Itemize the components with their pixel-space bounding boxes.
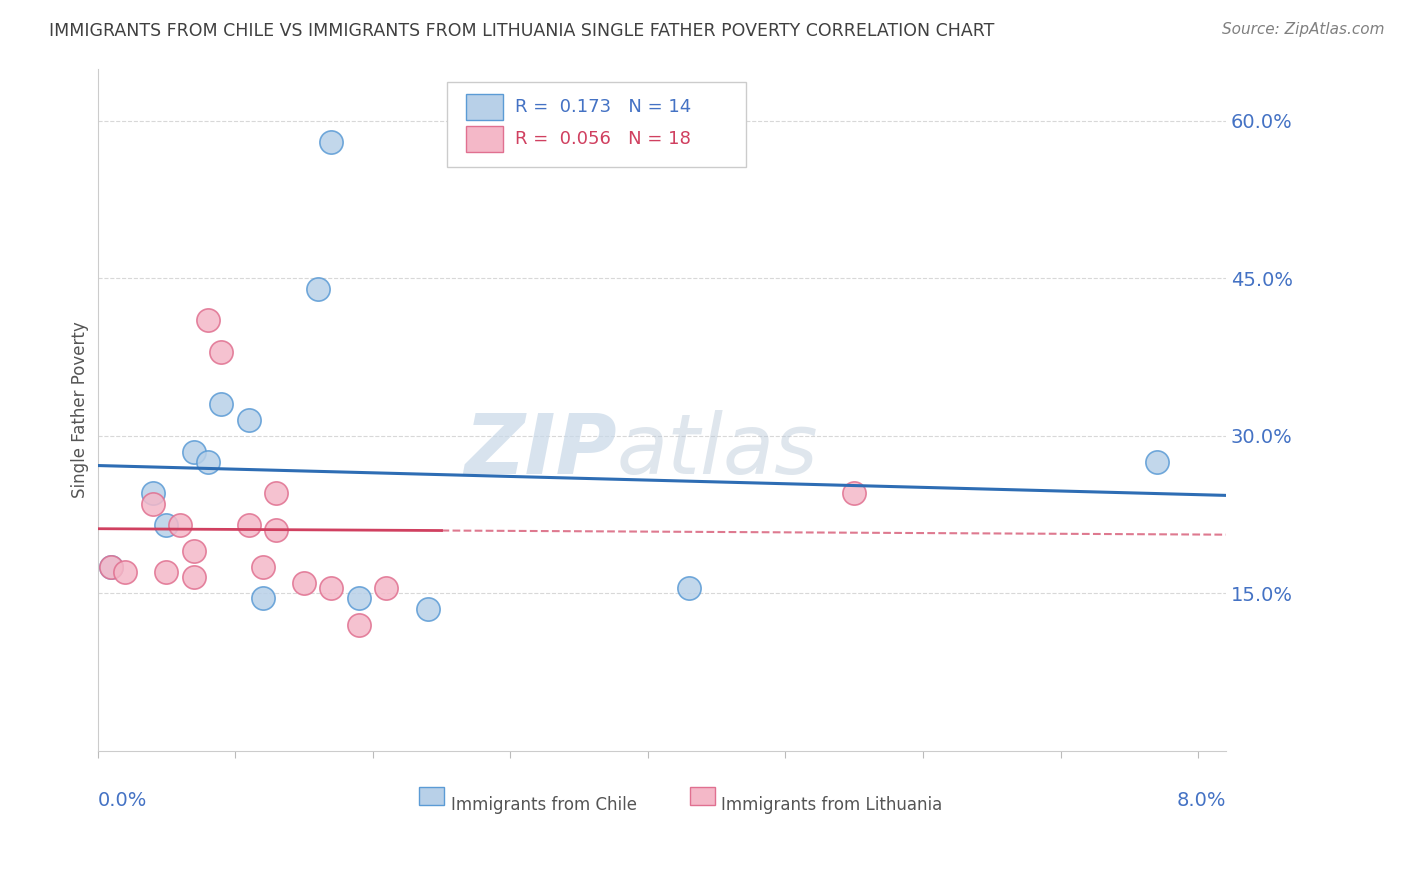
Point	[252, 591, 274, 606]
Text: atlas: atlas	[616, 410, 818, 491]
Text: ZIP: ZIP	[464, 410, 616, 491]
Point	[197, 455, 219, 469]
Point	[416, 602, 439, 616]
Point	[321, 581, 343, 595]
Point	[114, 565, 136, 579]
Point	[321, 135, 343, 149]
Point	[183, 444, 205, 458]
FancyBboxPatch shape	[419, 788, 444, 805]
Point	[169, 518, 191, 533]
Point	[266, 486, 288, 500]
Point	[292, 575, 315, 590]
Text: 0.0%: 0.0%	[97, 791, 148, 811]
Point	[142, 486, 165, 500]
Text: Source: ZipAtlas.com: Source: ZipAtlas.com	[1222, 22, 1385, 37]
Point	[252, 560, 274, 574]
Point	[347, 617, 370, 632]
Text: Immigrants from Lithuania: Immigrants from Lithuania	[721, 797, 942, 814]
Point	[209, 344, 232, 359]
Point	[100, 560, 122, 574]
Point	[347, 591, 370, 606]
Text: R =  0.056   N = 18: R = 0.056 N = 18	[515, 129, 690, 148]
Point	[183, 570, 205, 584]
Point	[238, 518, 260, 533]
Point	[155, 518, 177, 533]
Point	[197, 313, 219, 327]
FancyBboxPatch shape	[447, 82, 747, 168]
Point	[844, 486, 866, 500]
Point	[238, 413, 260, 427]
FancyBboxPatch shape	[690, 788, 714, 805]
FancyBboxPatch shape	[467, 94, 502, 120]
Text: 8.0%: 8.0%	[1177, 791, 1226, 811]
Text: IMMIGRANTS FROM CHILE VS IMMIGRANTS FROM LITHUANIA SINGLE FATHER POVERTY CORRELA: IMMIGRANTS FROM CHILE VS IMMIGRANTS FROM…	[49, 22, 994, 40]
Point	[266, 523, 288, 537]
Point	[375, 581, 398, 595]
Point	[307, 282, 329, 296]
Point	[100, 560, 122, 574]
Point	[209, 397, 232, 411]
Text: Immigrants from Chile: Immigrants from Chile	[451, 797, 637, 814]
Point	[1146, 455, 1168, 469]
Point	[155, 565, 177, 579]
FancyBboxPatch shape	[467, 126, 502, 152]
Point	[183, 544, 205, 558]
Point	[678, 581, 700, 595]
Point	[142, 497, 165, 511]
Text: R =  0.173   N = 14: R = 0.173 N = 14	[515, 98, 692, 116]
Y-axis label: Single Father Poverty: Single Father Poverty	[72, 321, 89, 498]
